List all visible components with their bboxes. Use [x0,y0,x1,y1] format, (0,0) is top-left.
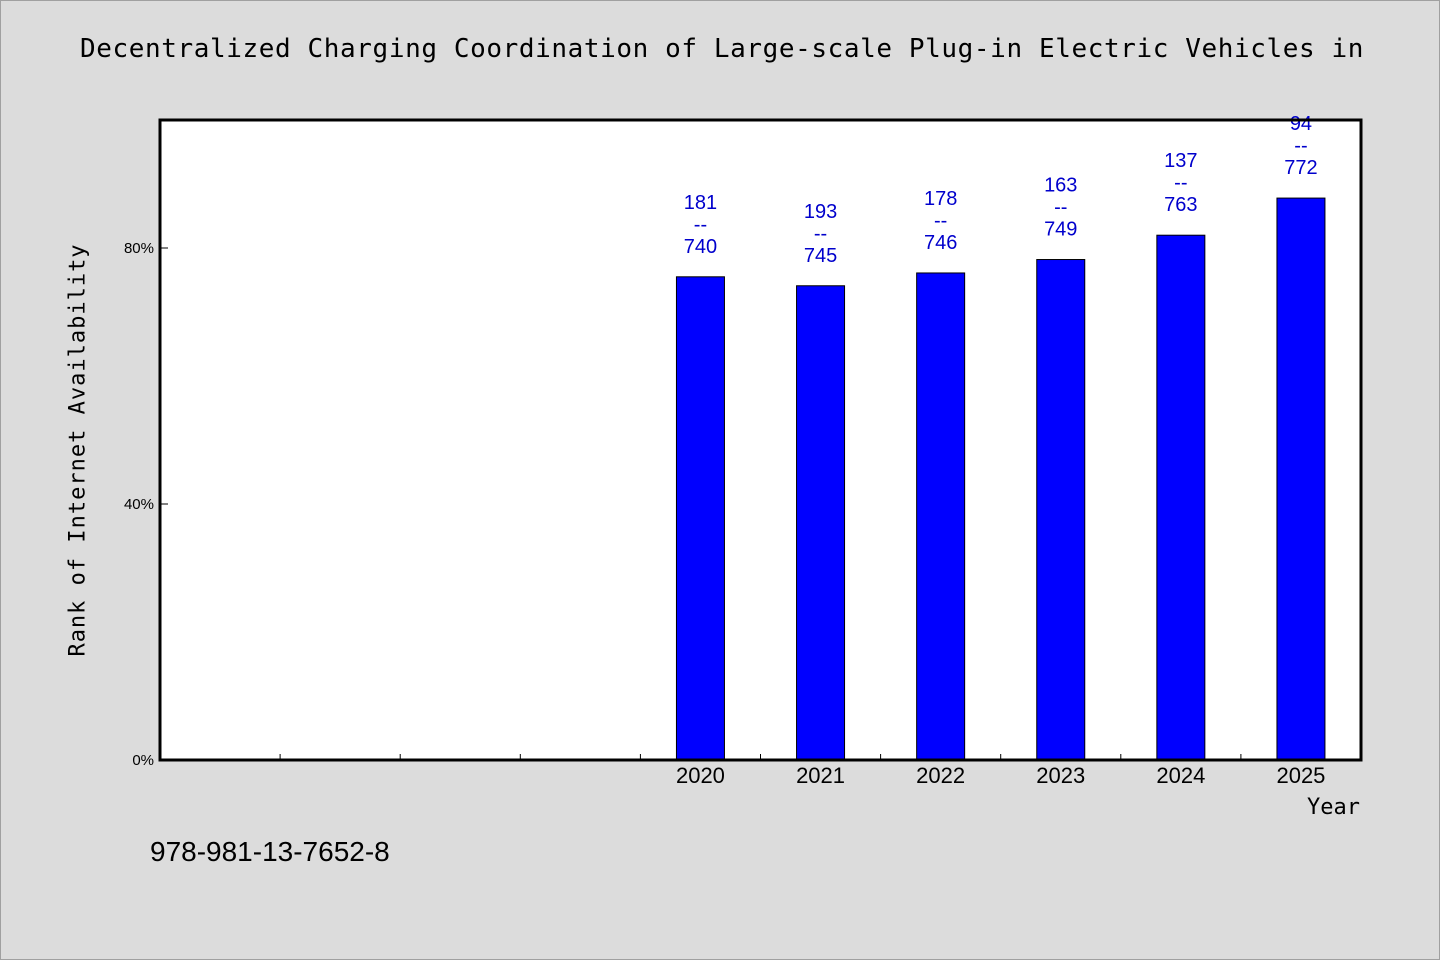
bar [1036,259,1086,761]
data-label: 772 [1284,157,1317,179]
data-label: -- [694,214,707,236]
isbn-text: 978-981-13-7652-8 [150,836,390,867]
x-tick-label: 2021 [796,763,845,788]
data-label: 193 [804,201,837,223]
data-label: 746 [924,232,957,254]
chart-title: Decentralized Charging Coordination of L… [80,34,1365,64]
bar [1276,197,1326,761]
data-label: 137 [1164,150,1197,172]
data-label: 763 [1164,194,1197,216]
x-tick-label: 2025 [1276,763,1325,788]
bar [796,285,846,761]
x-tick-label: 2024 [1156,763,1205,788]
y-tick-label: 80% [124,240,154,257]
data-label: -- [934,210,947,232]
plot-border [158,118,1363,762]
data-label: -- [814,223,827,245]
x-axis-label: Year [1307,795,1360,820]
data-label: 94 [1290,113,1312,135]
x-tick-label: 2020 [676,763,725,788]
y-tick-label: 40% [124,496,154,513]
x-tick-label: 2023 [1036,763,1085,788]
data-label: -- [1174,172,1187,194]
data-label: 745 [804,245,837,267]
data-label: 740 [684,236,717,258]
bar [916,272,966,761]
data-label: 749 [1044,219,1077,241]
data-label: -- [1054,197,1067,219]
x-tick-label: 2022 [916,763,965,788]
data-label: 181 [684,192,717,214]
data-label: 178 [924,188,957,210]
bar [1156,234,1206,761]
y-tick-label: 0% [132,752,154,769]
data-label: 163 [1044,175,1077,197]
data-label: -- [1294,135,1307,157]
bar [675,276,725,761]
